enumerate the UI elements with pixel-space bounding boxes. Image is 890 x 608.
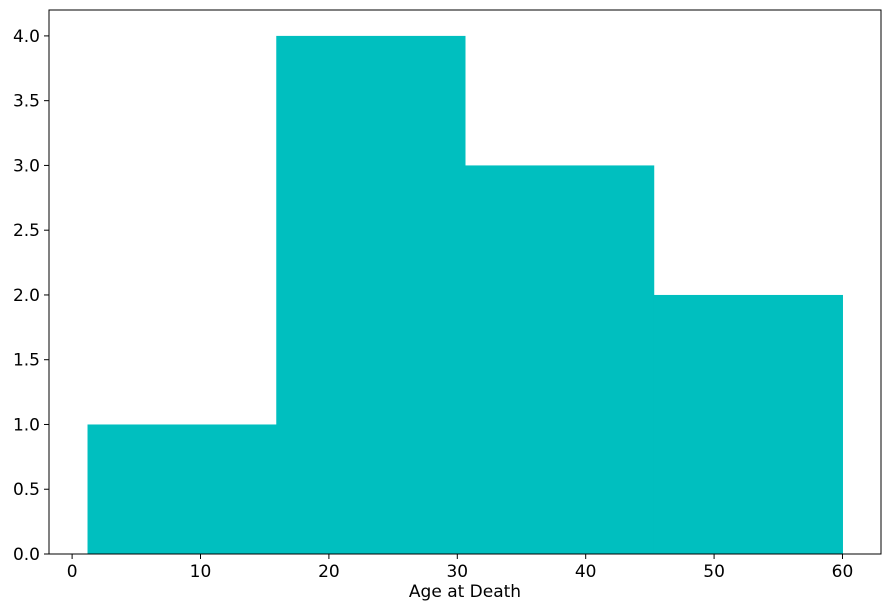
bars-group — [87, 35, 843, 554]
y-axis-ticks: 0.0 0.5 1.0 1.5 2.0 2.5 3.0 3.5 4.0 — [13, 27, 49, 565]
y-tick-label: 1.5 — [13, 351, 40, 371]
y-tick-label: 3.0 — [13, 156, 40, 176]
histogram-bar-3 — [465, 165, 655, 554]
plot-frame — [48, 9, 882, 555]
histogram-bar-1 — [87, 424, 277, 554]
x-axis-ticks: 0 10 20 30 40 50 60 — [67, 554, 854, 582]
x-tick-label: 10 — [190, 562, 212, 582]
y-tick-label: 2.0 — [13, 286, 40, 306]
histogram-bar-4 — [653, 294, 843, 554]
x-tick-label: 40 — [575, 562, 597, 582]
y-tick-label: 2.5 — [13, 221, 40, 241]
x-tick-label: 50 — [703, 562, 725, 582]
y-tick-label: 1.0 — [13, 415, 40, 435]
histogram-bar-2 — [276, 35, 466, 554]
y-tick-label: 0.0 — [13, 545, 40, 565]
y-tick-label: 0.5 — [13, 480, 40, 500]
x-tick-label: 60 — [832, 562, 854, 582]
y-tick-label: 4.0 — [13, 27, 40, 47]
x-tick-label: 0 — [67, 562, 78, 582]
x-axis-label: Age at Death — [409, 582, 521, 602]
x-tick-label: 20 — [318, 562, 340, 582]
x-tick-label: 30 — [446, 562, 468, 582]
y-tick-label: 3.5 — [13, 92, 40, 112]
